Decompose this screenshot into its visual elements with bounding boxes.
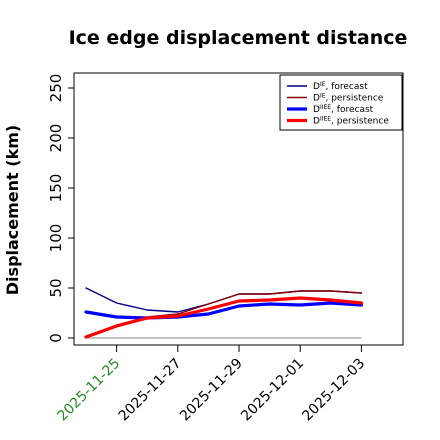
legend-label: DIE, forecast [313, 81, 368, 92]
chart-title: Ice edge displacement distance [69, 27, 408, 49]
x-tick-label: 2025-11-25 [55, 356, 124, 425]
legend-label: DIE, persistence [313, 93, 384, 104]
legend-label: DIIEE, forecast [313, 104, 374, 115]
x-tick-label: 2025-11-27 [116, 356, 185, 425]
x-tick-label: 2025-11-29 [177, 356, 246, 425]
x-tick-label: 2025-12-03 [299, 356, 368, 425]
y-tick-label: 250 [47, 74, 65, 103]
legend-label: DIIEE, persistence [313, 116, 389, 127]
y-tick-label: 150 [47, 174, 65, 203]
series-layer [84, 287, 363, 339]
series-line-2 [115, 290, 363, 326]
series-line-4 [84, 296, 363, 339]
y-tick-label: 50 [47, 278, 65, 297]
y-tick-label: 100 [47, 224, 65, 253]
y-axis-label: Displacement (km) [3, 125, 22, 295]
x-tick-label: 2025-12-01 [238, 356, 307, 425]
series-line-3 [84, 301, 363, 320]
y-tick-label: 0 [47, 333, 65, 343]
y-tick-label: 200 [47, 124, 65, 153]
